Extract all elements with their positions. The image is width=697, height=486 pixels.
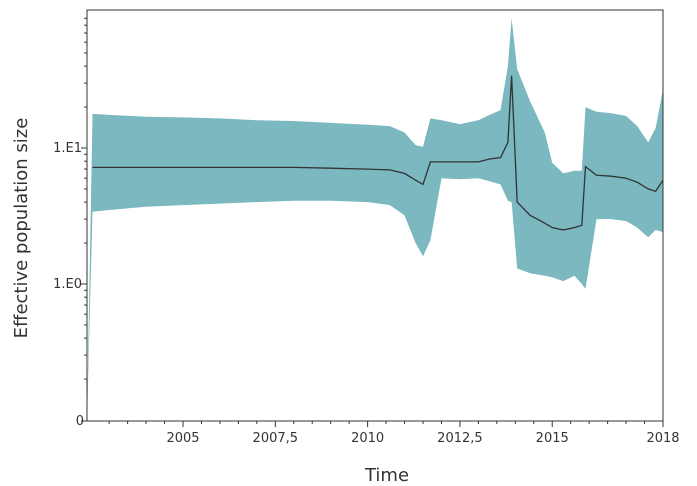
plot-frame <box>86 9 664 422</box>
y-tick-label: 1.E0 <box>53 277 82 292</box>
median-line <box>92 75 664 231</box>
y-tick-label: 1.E1 <box>53 141 82 156</box>
x-tick-label: 2005 <box>166 431 199 446</box>
y-axis-title: Effective population size <box>11 118 32 339</box>
confidence-band-area <box>87 18 663 421</box>
x-tick-label: 2012,5 <box>437 431 483 446</box>
x-tick-label: 2007,5 <box>253 431 299 446</box>
x-tick-label: 2018 <box>646 431 679 446</box>
x-tick-label: 2010 <box>351 431 384 446</box>
y-tick-label-zero: 0 <box>76 414 84 429</box>
x-tick-label: 2015 <box>536 431 569 446</box>
x-axis-title: Time <box>364 465 409 486</box>
